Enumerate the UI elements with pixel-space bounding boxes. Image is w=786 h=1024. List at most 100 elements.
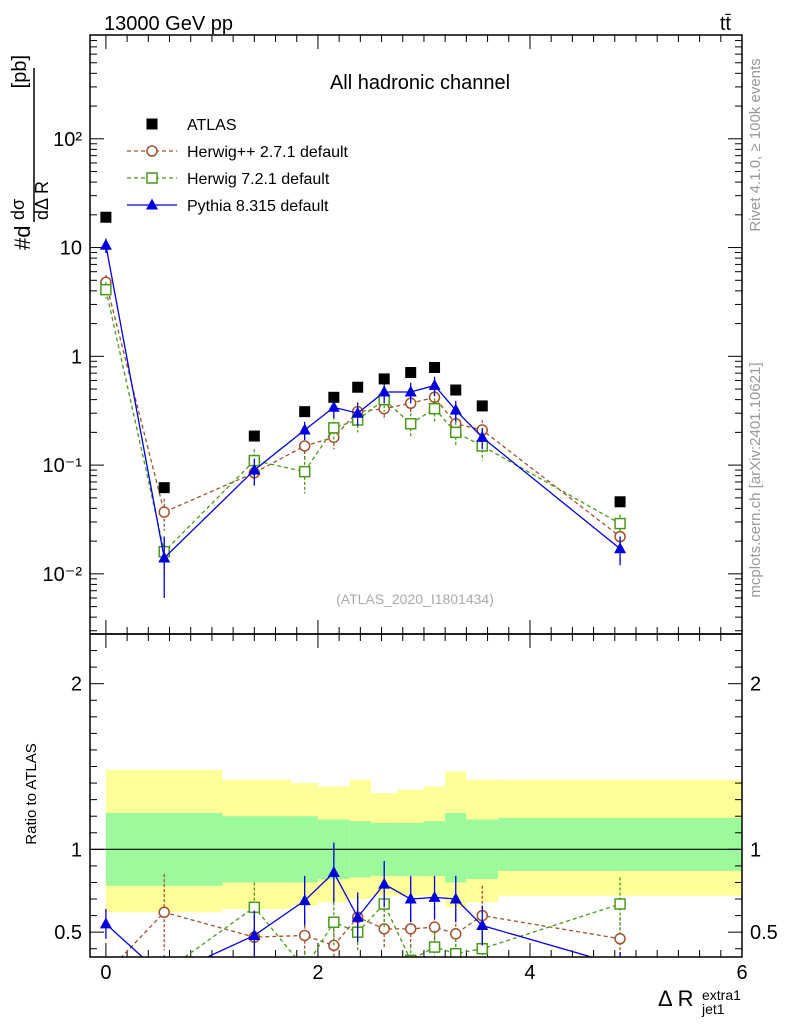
ratio-y-tick-label-right: 2 <box>750 674 761 696</box>
y-tick-label: 10 <box>60 238 82 260</box>
svg-text:dΔ R: dΔ R <box>32 181 52 220</box>
main-line-pythia-8-315-default <box>105 245 621 560</box>
ratio-point-pythia-8-315-default <box>404 892 417 904</box>
main-point-atlas <box>158 482 170 494</box>
ratio-point-pythia-8-315-default <box>476 919 489 931</box>
svg-text:#d: #d <box>10 226 35 250</box>
svg-text:[pb]: [pb] <box>9 55 31 88</box>
energy-label: 13000 GeV pp <box>104 13 233 35</box>
ratio-point-herwig-2-7-1-default <box>328 939 340 952</box>
ratio-line-herwig-2-7-1-default <box>120 911 621 957</box>
main-point-herwig-7-2-1-default <box>404 417 417 430</box>
main-point-atlas <box>378 373 390 385</box>
main-point-pythia-8-315-default <box>378 385 391 397</box>
legend-label-atlas: ATLAS <box>187 117 237 134</box>
ratio-point-pythia-8-315-default <box>614 959 626 970</box>
legend-label-herwig-2-7-1-default: Herwig++ 2.7.1 default <box>187 144 349 161</box>
main-point-atlas <box>328 391 340 403</box>
ratio-point-pythia-8-315-default <box>298 894 311 906</box>
main-point-herwig-7-2-1-default <box>450 426 462 439</box>
ratio-y-tick-label-right: 1 <box>750 839 761 861</box>
ratio-point-herwig-7-2-1-default <box>159 967 169 977</box>
main-plot-series <box>99 211 627 598</box>
main-point-pythia-8-315-default <box>404 385 417 397</box>
main-y-axis-label: #d dσ dΔ R [pb] <box>8 55 52 250</box>
main-point-pythia-8-315-default <box>327 400 340 412</box>
ratio-point-pythia-8-315-default <box>248 928 261 940</box>
legend-label-herwig-7-2-1-default: Herwig 7.2.1 default <box>187 171 330 188</box>
ratio-point-pythia-8-315-default <box>449 892 462 904</box>
y-tick-label: 10² <box>53 129 82 151</box>
main-point-pythia-8-315-default <box>298 423 311 435</box>
main-point-atlas <box>405 367 417 379</box>
x-axis-label: Δ R extra1 jet1 <box>658 986 741 1017</box>
ratio-point-herwig-2-7-1-default <box>404 923 417 935</box>
ratio-y-tick-label: 1 <box>71 839 82 861</box>
ratio-frame <box>89 633 743 958</box>
y-tick-label: 10⁻² <box>43 564 83 586</box>
main-point-herwig-7-2-1-default <box>298 465 311 478</box>
ratio-point-herwig-7-2-1-default <box>450 947 462 957</box>
ratio-point-herwig-2-7-1-default <box>614 933 626 945</box>
main-point-atlas <box>299 406 311 418</box>
ratio-y-axis-label: Ratio to ATLAS <box>23 743 40 844</box>
main-point-pythia-8-315-default <box>476 430 489 442</box>
ratio-y-tick-label-right: 0.5 <box>750 922 778 944</box>
svg-text:Δ R: Δ R <box>658 986 693 1011</box>
plot-title: All hadronic channel <box>330 72 510 94</box>
ratio-point-pythia-8-315-default <box>158 970 170 981</box>
ratio-point-pythia-8-315-default <box>428 890 441 902</box>
inner-band-bin <box>445 812 467 883</box>
ratio-point-herwig-7-2-1-default <box>300 964 310 974</box>
main-point-pythia-8-315-default <box>248 463 261 475</box>
x-tick-label: 6 <box>736 962 747 984</box>
ratio-plot-series <box>99 842 626 981</box>
main-point-atlas <box>248 430 260 442</box>
ratio-point-herwig-7-2-1-default <box>404 954 417 957</box>
main-point-herwig-7-2-1-default <box>100 283 112 296</box>
x-tick-label: 4 <box>524 962 535 984</box>
ratio-point-pythia-8-315-default <box>351 910 364 922</box>
main-point-pythia-8-315-default <box>614 542 627 554</box>
main-point-atlas <box>476 400 488 412</box>
main-point-atlas <box>429 361 441 373</box>
mcplots-label: mcplots.cern.ch [arXiv:2401.10621] <box>747 362 764 597</box>
ratio-uncertainty-bands <box>90 769 742 913</box>
main-point-atlas <box>614 496 626 508</box>
process-label: tt̄ <box>720 13 732 35</box>
legend-label-pythia-8-315-default: Pythia 8.315 default <box>187 198 329 215</box>
main-point-herwig-2-7-1-default <box>158 506 170 518</box>
main-point-atlas <box>450 384 462 396</box>
main-point-pythia-8-315-default <box>99 238 112 250</box>
ratio-point-pythia-8-315-default <box>378 877 391 889</box>
ratio-point-herwig-7-2-1-default <box>614 898 626 910</box>
main-point-pythia-8-315-default <box>351 406 364 418</box>
ratio-point-herwig-7-2-1-default <box>428 941 441 953</box>
main-point-pythia-8-315-default <box>449 403 462 415</box>
svg-text:jet1: jet1 <box>701 1001 725 1017</box>
ratio-point-herwig-2-7-1-default <box>450 928 462 940</box>
ratio-point-herwig-7-2-1-default <box>328 916 340 928</box>
x-tick-label: 0 <box>100 962 111 984</box>
inner-band-bin <box>423 821 446 876</box>
svg-text:dσ: dσ <box>8 199 28 220</box>
ratio-point-pythia-8-315-default <box>99 917 112 929</box>
plot-frames <box>89 34 743 958</box>
rivet-label: Rivet 4.1.0, ≥ 100k events <box>747 58 764 231</box>
analysis-tag: (ATLAS_2020_I1801434) <box>336 591 494 607</box>
x-tick-label: 2 <box>312 962 323 984</box>
svg-text:extra1: extra1 <box>702 987 741 1003</box>
ratio-point-herwig-2-7-1-default <box>158 906 170 919</box>
main-point-atlas <box>352 381 364 393</box>
y-tick-label: 10⁻¹ <box>43 455 83 477</box>
main-point-atlas <box>100 211 112 223</box>
ratio-y-tick-label: 2 <box>71 674 82 696</box>
ratio-point-herwig-2-7-1-default <box>298 929 311 942</box>
legend-marker-herwig-7-2-1-default <box>146 172 158 184</box>
legend-marker-herwig-2-7-1-default <box>146 145 158 157</box>
legend-marker-pythia-8-315-default <box>146 198 158 210</box>
main-point-pythia-8-315-default <box>428 378 441 390</box>
legend-marker-atlas <box>146 118 158 130</box>
main-point-herwig-7-2-1-default <box>428 402 441 415</box>
